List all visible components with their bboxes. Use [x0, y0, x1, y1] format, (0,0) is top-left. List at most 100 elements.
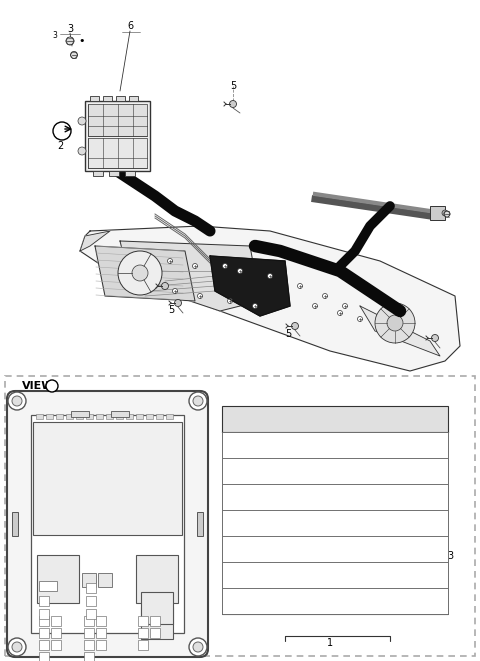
Circle shape	[267, 274, 273, 278]
Circle shape	[78, 117, 86, 125]
Text: [c]: [c]	[53, 643, 59, 648]
Text: A: A	[60, 126, 65, 136]
Text: b: b	[154, 603, 160, 613]
Text: •: •	[79, 36, 85, 46]
Bar	[106, 414, 113, 419]
Bar	[136, 414, 143, 419]
Bar	[85, 101, 150, 171]
Text: [c]: [c]	[41, 631, 47, 636]
Circle shape	[312, 303, 317, 309]
Circle shape	[189, 392, 207, 410]
Text: [c]: [c]	[86, 655, 92, 660]
Bar	[90, 96, 99, 101]
Bar	[222, 458, 448, 484]
Bar	[96, 616, 106, 627]
FancyBboxPatch shape	[7, 391, 208, 657]
Bar	[66, 414, 73, 419]
Text: 13: 13	[288, 596, 300, 605]
Bar	[125, 171, 135, 176]
Text: [f]: [f]	[88, 598, 94, 603]
Text: 5: 5	[425, 341, 431, 351]
Text: d: d	[243, 518, 249, 527]
Bar	[141, 607, 173, 639]
Bar	[222, 406, 448, 432]
Bar	[136, 555, 178, 603]
Bar	[150, 629, 160, 639]
Circle shape	[442, 210, 448, 216]
Text: a: a	[55, 575, 61, 584]
Text: [c]: [c]	[41, 655, 47, 660]
Bar	[5, 376, 475, 656]
Text: MICRO 4P: MICRO 4P	[396, 467, 438, 475]
Circle shape	[193, 642, 203, 652]
Circle shape	[192, 264, 197, 268]
Text: VIEW: VIEW	[22, 381, 55, 391]
Text: KEY NO.: KEY NO.	[276, 414, 312, 424]
Text: [d]: [d]	[152, 619, 158, 624]
Bar	[156, 414, 163, 419]
Text: 6: 6	[127, 21, 133, 31]
Bar	[96, 629, 106, 639]
Text: 5: 5	[154, 288, 160, 298]
Text: [d]: [d]	[41, 643, 48, 648]
Text: b: b	[154, 619, 160, 628]
Circle shape	[229, 100, 237, 108]
Text: 5: 5	[230, 81, 236, 91]
Bar	[96, 641, 106, 650]
Bar	[111, 411, 129, 417]
Text: [c]: [c]	[41, 598, 47, 603]
Text: 2: 2	[57, 141, 63, 151]
Bar	[109, 171, 119, 176]
Circle shape	[161, 282, 168, 290]
Circle shape	[228, 299, 232, 303]
Bar	[39, 641, 49, 650]
Text: 30A: 30A	[409, 596, 425, 605]
Text: 7: 7	[291, 440, 297, 449]
Text: b: b	[243, 467, 249, 475]
Text: 5: 5	[285, 329, 291, 339]
Text: 10: 10	[289, 518, 299, 527]
Bar	[37, 555, 79, 603]
Bar	[39, 596, 49, 606]
Bar	[46, 414, 53, 419]
Circle shape	[78, 147, 86, 155]
Text: 3: 3	[67, 24, 73, 34]
Circle shape	[189, 638, 207, 656]
Bar	[126, 414, 133, 419]
Text: REMARK: REMARK	[399, 414, 435, 424]
Circle shape	[168, 258, 172, 264]
Polygon shape	[120, 241, 260, 311]
Text: [c]: [c]	[140, 619, 146, 624]
Bar	[86, 583, 96, 593]
Circle shape	[358, 317, 362, 321]
Bar	[39, 581, 57, 591]
Circle shape	[197, 293, 203, 299]
Text: [f]: [f]	[88, 611, 94, 617]
Bar	[138, 616, 148, 627]
Bar	[39, 652, 49, 661]
Text: FUSE-MINI: FUSE-MINI	[330, 545, 373, 553]
Circle shape	[66, 37, 74, 45]
Circle shape	[223, 264, 228, 268]
Text: MINI 4P: MINI 4P	[401, 440, 433, 449]
Bar	[76, 414, 83, 419]
Text: FUSE-MINI: FUSE-MINI	[330, 570, 373, 580]
Text: e: e	[103, 577, 107, 582]
Circle shape	[8, 392, 26, 410]
Circle shape	[12, 396, 22, 406]
Text: e: e	[243, 545, 249, 553]
Circle shape	[343, 303, 348, 309]
Text: FUSE-MINI: FUSE-MINI	[330, 492, 373, 502]
Bar	[430, 206, 445, 220]
Bar	[98, 572, 112, 586]
Text: 1: 1	[327, 638, 333, 648]
Circle shape	[12, 642, 22, 652]
Bar	[51, 641, 61, 650]
Circle shape	[444, 211, 450, 217]
Bar	[39, 609, 49, 619]
Text: 8: 8	[291, 467, 297, 475]
Bar	[116, 96, 125, 101]
Circle shape	[132, 265, 148, 281]
Text: [c]: [c]	[53, 631, 59, 636]
Text: c: c	[87, 577, 91, 582]
